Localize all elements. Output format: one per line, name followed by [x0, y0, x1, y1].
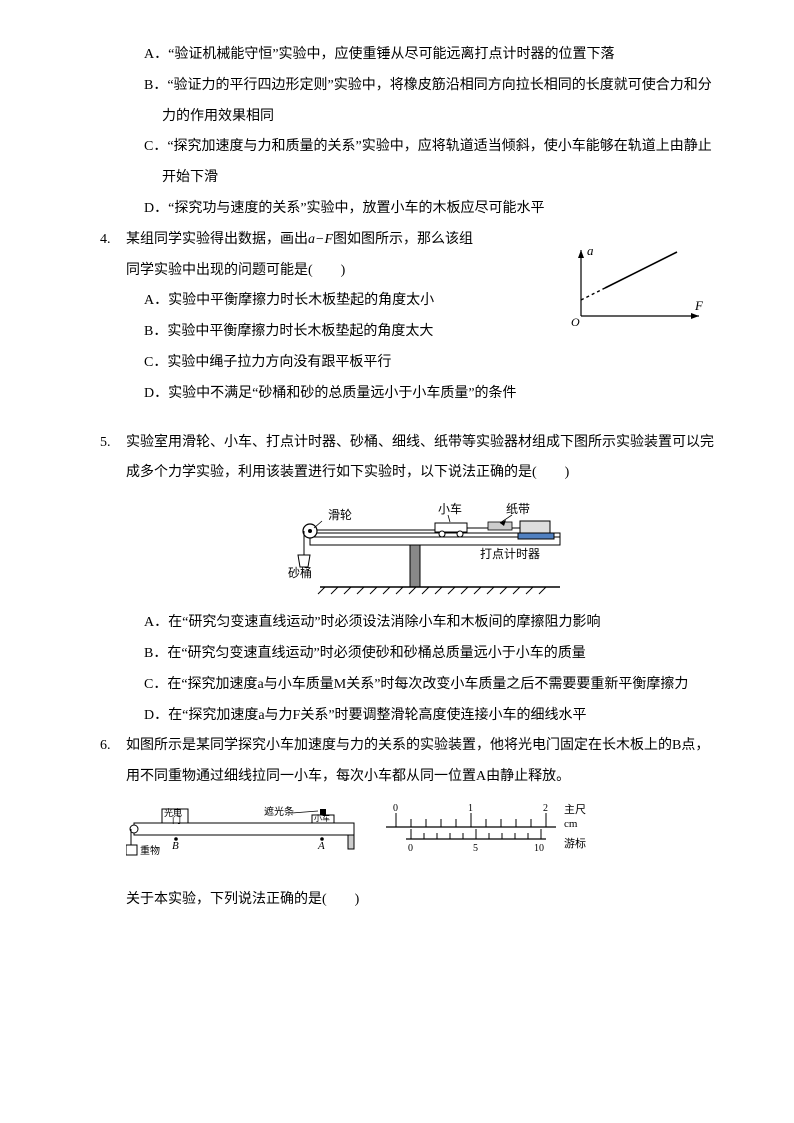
q4-stem1b: a−F — [308, 232, 333, 247]
label-car-small: 小车 — [314, 813, 330, 823]
q6-stem: 如图所示是某同学探究小车加速度与力的关系的实验装置，他将光电门固定在长木板上的B… — [126, 731, 714, 793]
vernier-tick-0: 0 — [408, 843, 413, 854]
pulley-diagram: 滑轮 小车 纸带 砂桶 打点计时器 — [260, 495, 580, 600]
label-car: 小车 — [438, 501, 462, 516]
vernier-diagram: 光电 门 小车 遮光条 重物 B A 0 1 2 主尺 cm — [126, 801, 606, 871]
label-A: A — [317, 840, 325, 852]
label-strip: 遮光条 — [264, 805, 294, 818]
cm-label: cm — [564, 818, 578, 830]
F-axis-label: F — [694, 298, 704, 313]
main-tick-1: 1 — [468, 803, 473, 814]
q5-optB: B．在“研究匀变速直线运动”时必须使砂和砂桶总质量远小于小车的质量 — [144, 639, 714, 670]
origin-label: O — [571, 315, 580, 329]
q4-optC: C．实验中绳子拉力方向没有跟平板平行 — [144, 348, 714, 379]
q3-optA: A．“验证机械能守恒”实验中，应使重锤从尽可能远离打点计时器的位置下落 — [144, 40, 714, 71]
label-bucket: 砂桶 — [288, 565, 312, 580]
q5-optC: C．在“探究加速度a与小车质量M关系”时每次改变小车质量之后不需要要重新平衡摩擦… — [144, 670, 714, 701]
label-timer: 打点计时器 — [480, 547, 540, 561]
q4-stem1a: 某组同学实验得出数据，画出 — [126, 232, 308, 247]
q6-body: 如图所示是某同学探究小车加速度与力的关系的实验装置，他将光电门固定在长木板上的B… — [126, 731, 714, 793]
vernier-label: 游标 — [564, 836, 586, 850]
label-B: B — [172, 840, 179, 852]
q3-optC: C．“探究加速度与力和质量的关系”实验中，应将轨道适当倾斜，使小车能够在轨道上由… — [144, 132, 714, 194]
q5-stem: 实验室用滑轮、小车、打点计时器、砂桶、细线、纸带等实验器材组成下图所示实验装置可… — [126, 428, 714, 490]
q6: 6. 如图所示是某同学探究小车加速度与力的关系的实验装置，他将光电门固定在长木板… — [100, 731, 714, 793]
q5-optD: D．在“探究加速度a与力F关系”时要调整滑轮高度使连接小车的细线水平 — [144, 701, 714, 732]
q5-body: 实验室用滑轮、小车、打点计时器、砂桶、细线、纸带等实验器材组成下图所示实验装置可… — [126, 428, 714, 732]
q4-optD: D．实验中不满足“砂桶和砂的总质量远小于小车质量”的条件 — [144, 379, 714, 410]
q6-followup: 关于本实验，下列说法正确的是( ) — [100, 885, 714, 916]
label-weight: 重物 — [140, 844, 160, 857]
q4-stem1c: 图如图所示，那么该组 — [333, 232, 473, 247]
vernier-tick-5: 5 — [473, 843, 478, 854]
q6-number: 6. — [100, 731, 126, 762]
aF-graph: a F O — [569, 244, 709, 329]
a-axis-label: a — [587, 244, 594, 258]
label-pulley: 滑轮 — [328, 508, 352, 522]
q3-options: A．“验证机械能守恒”实验中，应使重锤从尽可能远离打点计时器的位置下落 B．“验… — [100, 40, 714, 225]
q5-optA: A．在“研究匀变速直线运动”时必须设法消除小车和木板间的摩擦阻力影响 — [144, 608, 714, 639]
main-tick-0: 0 — [393, 803, 398, 814]
q5: 5. 实验室用滑轮、小车、打点计时器、砂桶、细线、纸带等实验器材组成下图所示实验… — [100, 428, 714, 732]
main-tick-2: 2 — [543, 803, 548, 814]
q3-optD: D．“探究功与速度的关系”实验中，放置小车的木板应尽可能水平 — [144, 194, 714, 225]
label-tape: 纸带 — [506, 502, 530, 516]
q4-number: 4. — [100, 225, 126, 256]
q5-number: 5. — [100, 428, 126, 459]
vernier-tick-10: 10 — [534, 843, 544, 854]
q3-optB: B．“验证力的平行四边形定则”实验中，将橡皮筋沿相同方向拉长相同的长度就可使合力… — [144, 71, 714, 133]
label-gate-l2: 门 — [172, 814, 181, 825]
main-scale-label: 主尺 — [564, 803, 586, 816]
